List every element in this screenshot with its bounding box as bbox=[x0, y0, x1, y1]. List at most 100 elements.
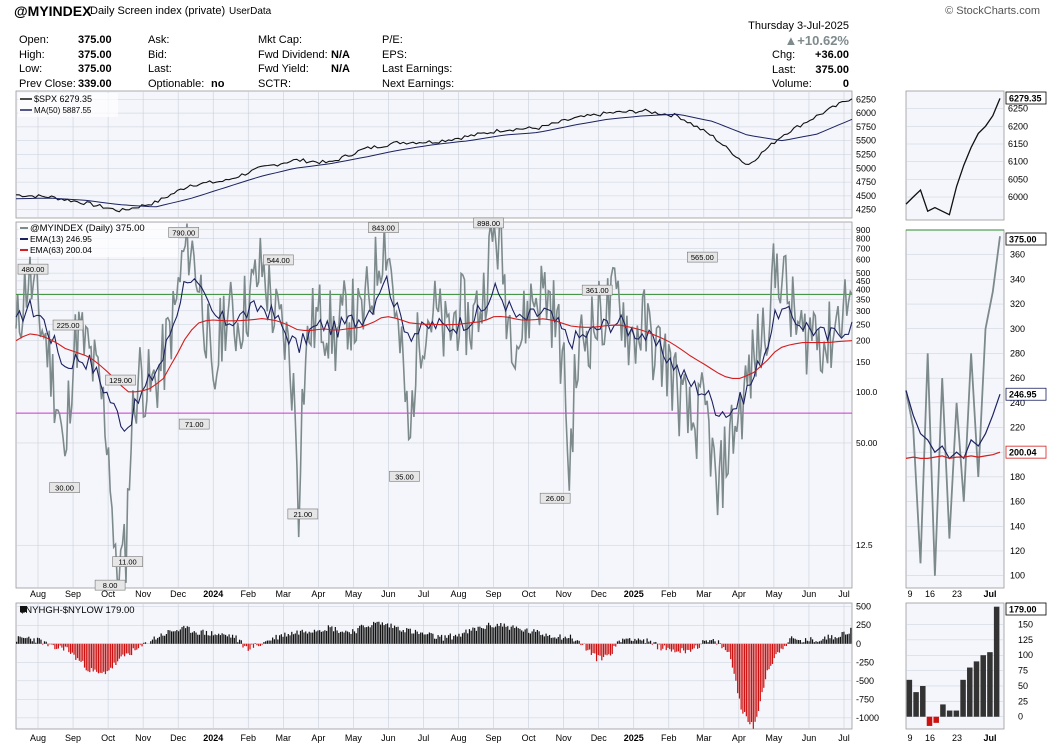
zoom-myindex-tick: 240 bbox=[1010, 398, 1025, 408]
nyhgh-bar bbox=[395, 627, 397, 644]
nyhgh-bar bbox=[404, 632, 406, 644]
zoom-nyhgh-last-label: 179.00 bbox=[1009, 605, 1037, 615]
nyhgh-bar bbox=[439, 636, 441, 644]
nyhgh-bar bbox=[115, 643, 117, 666]
nyhgh-bar bbox=[407, 628, 410, 644]
nyhgh-bar bbox=[818, 641, 821, 644]
nyhgh-bar bbox=[165, 634, 168, 644]
nyhgh-bar bbox=[627, 638, 629, 644]
nyhgh-bar bbox=[69, 643, 72, 654]
nyhgh-bar bbox=[622, 638, 624, 644]
peak-label-box bbox=[105, 374, 136, 386]
nyhgh-bar bbox=[460, 636, 462, 644]
nyhgh-tick: 0 bbox=[856, 639, 861, 649]
nyhgh-legend-label: $NYHGH-$NYLOW 179.00 bbox=[20, 605, 135, 616]
nyhgh-bar bbox=[792, 638, 795, 644]
nyhgh-bar bbox=[719, 643, 721, 644]
nyhgh-bar bbox=[42, 643, 44, 645]
zoom-nyhgh-tick: 100 bbox=[1018, 650, 1033, 660]
month-label: Dec bbox=[170, 589, 187, 599]
nyhgh-bar bbox=[834, 637, 836, 644]
nyhgh-bar bbox=[89, 643, 91, 673]
nyhgh-bar bbox=[353, 631, 356, 644]
nyhgh-bar bbox=[728, 643, 730, 652]
nyhgh-bar bbox=[535, 631, 537, 644]
nyhgh-bar bbox=[364, 627, 366, 644]
nyhgh-bar bbox=[667, 643, 669, 648]
zoom-nyhgh-bar bbox=[906, 679, 913, 717]
nyhgh-bar bbox=[111, 643, 114, 669]
nyhgh-bar bbox=[658, 643, 660, 645]
nyhgh-bar bbox=[315, 631, 317, 644]
nyhgh-tick: 250 bbox=[856, 620, 871, 630]
nyhgh-bar bbox=[251, 643, 253, 645]
nyhgh-bar bbox=[291, 631, 293, 644]
peak-label-box bbox=[473, 217, 504, 229]
nyhgh-bar bbox=[268, 640, 270, 644]
nyhgh-bar bbox=[669, 643, 671, 650]
nyhgh-bar bbox=[451, 639, 453, 644]
nyhgh-bar bbox=[533, 629, 535, 644]
nyhgh-bar bbox=[747, 643, 749, 722]
zoom-nyhgh-tick: 0 bbox=[1018, 712, 1023, 722]
nyhgh-bar bbox=[651, 643, 653, 645]
month-label: Dec bbox=[591, 733, 608, 743]
nyhgh-bar bbox=[766, 643, 768, 671]
nyhgh-bar bbox=[350, 633, 352, 644]
nyhgh-panel bbox=[15, 602, 853, 730]
nyhgh-bar bbox=[343, 632, 345, 644]
nyhgh-bar bbox=[594, 643, 596, 654]
nyhgh-tick: -1000 bbox=[856, 713, 879, 723]
nyhgh-bar bbox=[312, 632, 314, 644]
nyhgh-bar bbox=[602, 643, 605, 657]
zoom-myindex-last-label-box bbox=[1005, 232, 1047, 246]
quote-mid1-label-1: Bid: bbox=[148, 48, 167, 61]
zoom-nyhgh-tick: 125 bbox=[1018, 635, 1033, 645]
zoom-axis-label: 9 bbox=[907, 589, 912, 599]
zoom-nyhgh-bar bbox=[933, 716, 939, 723]
nyhgh-bar bbox=[804, 638, 807, 644]
nyhgh-bar bbox=[641, 640, 643, 644]
nyhgh-bar bbox=[99, 643, 101, 673]
zoom-myindex-tick: 220 bbox=[1010, 423, 1025, 433]
nyhgh-bar bbox=[409, 628, 411, 644]
nyhgh-bar bbox=[444, 635, 446, 644]
nyhgh-bar bbox=[197, 634, 199, 644]
nyhgh-bar bbox=[820, 640, 822, 644]
nyhgh-bar bbox=[244, 643, 246, 646]
nyhgh-bar bbox=[360, 624, 363, 644]
zoom-nyhgh-bar bbox=[940, 704, 946, 717]
nyhgh-bar bbox=[768, 643, 770, 670]
nyhgh-bar bbox=[740, 643, 742, 710]
nyhgh-bar bbox=[571, 638, 573, 644]
zoom-nyhgh-bar bbox=[967, 667, 973, 717]
peak-label-box bbox=[287, 508, 319, 520]
nyhgh-bar bbox=[611, 643, 613, 654]
nyhgh-bar bbox=[630, 640, 633, 644]
nyhgh-bar bbox=[240, 640, 242, 644]
nyhgh-bar bbox=[636, 640, 638, 644]
spx-tick: 5500 bbox=[856, 136, 876, 146]
nyhgh-bar bbox=[118, 643, 120, 659]
nyhgh-bar bbox=[484, 628, 486, 644]
nyhgh-bar bbox=[367, 626, 370, 644]
nyhgh-bar bbox=[54, 643, 56, 650]
nyhgh-bar bbox=[446, 637, 448, 644]
zoom-axis-label: Jul bbox=[983, 733, 996, 743]
nyhgh-bar bbox=[453, 636, 455, 644]
nyhgh-bar bbox=[738, 643, 741, 699]
nyhgh-bar bbox=[825, 639, 828, 644]
nyhgh-bar bbox=[393, 625, 396, 644]
nyhgh-bar bbox=[582, 643, 584, 645]
nyhgh-bar bbox=[193, 631, 195, 644]
nyhgh-bar bbox=[249, 643, 251, 650]
myindex-legend-label: @MYINDEX (Daily) 375.00 bbox=[30, 223, 145, 234]
nyhgh-bar bbox=[40, 639, 42, 644]
nyhgh-bar bbox=[625, 638, 627, 644]
peak-label: 21.00 bbox=[293, 510, 312, 519]
nyhgh-bar bbox=[731, 643, 734, 668]
nyhgh-bar bbox=[752, 643, 754, 729]
nyhgh-bar bbox=[850, 627, 852, 644]
nyhgh-bar bbox=[750, 643, 753, 722]
nyhgh-bar bbox=[301, 629, 303, 644]
